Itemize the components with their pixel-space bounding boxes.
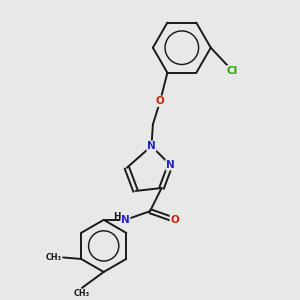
Text: O: O	[170, 215, 179, 225]
Text: N: N	[166, 160, 175, 170]
Text: Cl: Cl	[227, 66, 238, 76]
Text: N: N	[121, 215, 130, 225]
Text: O: O	[156, 96, 164, 106]
Text: N: N	[147, 141, 156, 151]
Text: H: H	[114, 212, 121, 221]
Text: CH₃: CH₃	[46, 253, 62, 262]
Text: CH₃: CH₃	[74, 289, 90, 298]
